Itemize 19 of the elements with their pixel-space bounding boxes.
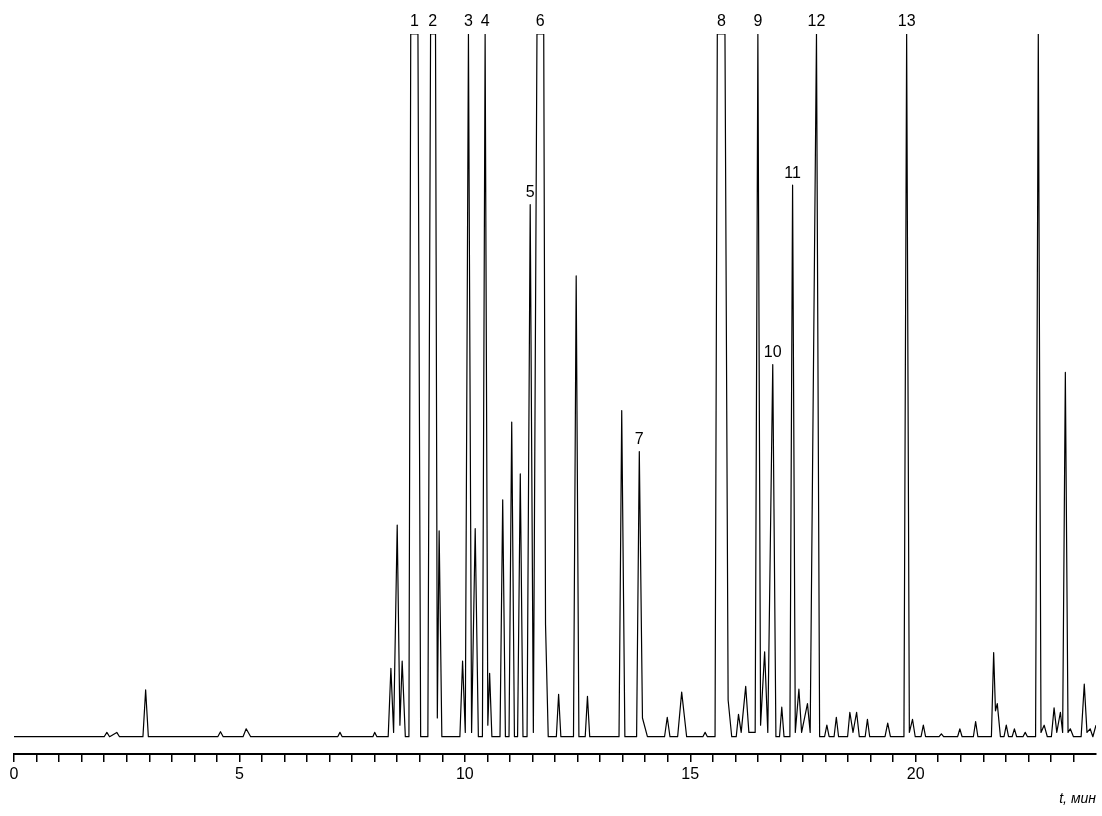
- x-tick-label: 10: [455, 765, 474, 783]
- annotation: 1: [409, 12, 419, 30]
- x-axis-title: t, мин: [1059, 790, 1097, 807]
- annotation: 7: [634, 430, 644, 448]
- annotation: 11: [784, 163, 801, 181]
- annotation: 8: [716, 12, 726, 30]
- annotation: 3: [463, 12, 473, 30]
- annotation: 9: [753, 12, 763, 30]
- annotation: 5: [525, 183, 535, 201]
- x-tick-label: 0: [9, 765, 19, 783]
- x-tick-label: 20: [906, 765, 925, 783]
- x-tick-label: 15: [681, 765, 700, 783]
- x-tick-label: 5: [234, 765, 244, 783]
- annotation: 2: [428, 12, 438, 30]
- annotation: 13: [897, 12, 916, 30]
- annotation: 12: [807, 12, 826, 30]
- annotation: 4: [480, 12, 490, 30]
- annotation: 10: [763, 342, 782, 360]
- annotation: 6: [535, 12, 545, 30]
